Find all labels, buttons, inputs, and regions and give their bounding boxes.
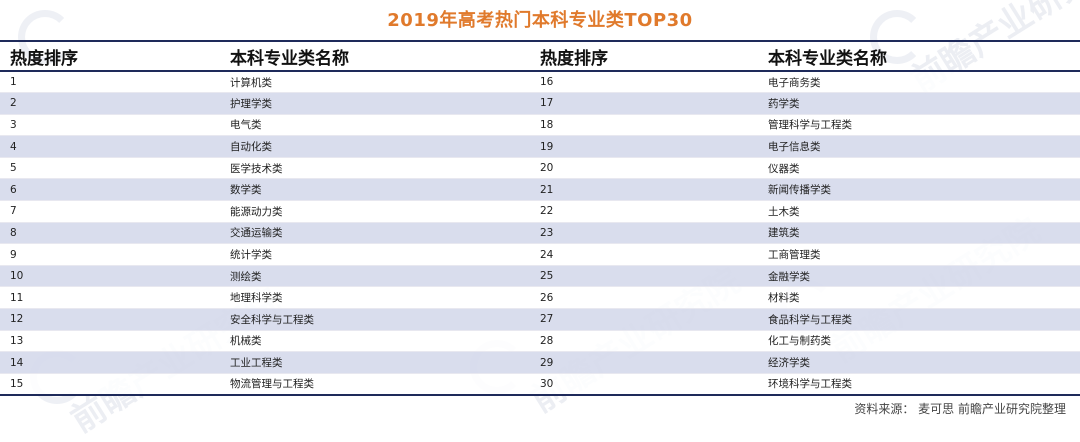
rank-cell: 15 <box>0 373 220 396</box>
major-name-cell: 仪器类 <box>758 157 1080 180</box>
rank-cell: 20 <box>530 157 758 180</box>
major-name-cell: 工商管理类 <box>758 243 1080 266</box>
ranking-table: 热度排序 本科专业类名称 热度排序 本科专业类名称 1 计算机类 16 电子商务类 2 护… <box>0 40 1080 396</box>
major-name-cell: 安全科学与工程类 <box>220 308 530 331</box>
header-name-right: 本科专业类名称 <box>758 40 1080 72</box>
rank-cell: 9 <box>0 243 220 266</box>
major-name-cell: 物流管理与工程类 <box>220 373 530 396</box>
rank-cell: 26 <box>530 286 758 310</box>
rank-cell: 6 <box>0 178 220 202</box>
rank-cell: 2 <box>0 92 220 115</box>
table-row: 12 安全科学与工程类 27 食品科学与工程类 <box>0 308 1080 331</box>
major-name-cell: 交通运输类 <box>220 222 530 245</box>
rank-cell: 11 <box>0 286 220 310</box>
table-row: 9 统计学类 24 工商管理类 <box>0 243 1080 266</box>
rank-cell: 5 <box>0 157 220 180</box>
major-name-cell: 数学类 <box>220 178 530 202</box>
rank-cell: 28 <box>530 330 758 353</box>
major-name-cell: 机械类 <box>220 330 530 353</box>
table-header-row: 热度排序 本科专业类名称 热度排序 本科专业类名称 <box>0 40 1080 72</box>
major-name-cell: 金融学类 <box>758 265 1080 288</box>
rank-cell: 7 <box>0 200 220 223</box>
major-name-cell: 护理学类 <box>220 92 530 115</box>
major-name-cell: 药学类 <box>758 92 1080 115</box>
table-row: 7 能源动力类 22 土木类 <box>0 200 1080 223</box>
rank-cell: 16 <box>530 71 758 94</box>
table-row: 13 机械类 28 化工与制药类 <box>0 330 1080 353</box>
rank-cell: 23 <box>530 222 758 245</box>
table-row: 5 医学技术类 20 仪器类 <box>0 157 1080 180</box>
rank-cell: 24 <box>530 243 758 266</box>
rank-cell: 17 <box>530 92 758 115</box>
table-row: 4 自动化类 19 电子信息类 <box>0 135 1080 158</box>
rank-cell: 30 <box>530 373 758 396</box>
major-name-cell: 计算机类 <box>220 71 530 94</box>
rank-cell: 8 <box>0 222 220 245</box>
header-name-left: 本科专业类名称 <box>220 40 530 72</box>
header-rank-left: 热度排序 <box>0 40 220 72</box>
rank-cell: 27 <box>530 308 758 331</box>
major-name-cell: 工业工程类 <box>220 351 530 374</box>
table-row: 3 电气类 18 管理科学与工程类 <box>0 114 1080 137</box>
rank-cell: 4 <box>0 135 220 158</box>
rank-cell: 1 <box>0 71 220 94</box>
major-name-cell: 新闻传播学类 <box>758 178 1080 202</box>
source-note: 资料来源： 麦可思 前瞻产业研究院整理 <box>854 402 1066 416</box>
major-name-cell: 化工与制药类 <box>758 330 1080 353</box>
rank-cell: 14 <box>0 351 220 374</box>
major-name-cell: 统计学类 <box>220 243 530 266</box>
major-name-cell: 测绘类 <box>220 265 530 288</box>
rank-cell: 18 <box>530 114 758 137</box>
rank-cell: 3 <box>0 114 220 137</box>
major-name-cell: 食品科学与工程类 <box>758 308 1080 331</box>
rank-cell: 29 <box>530 351 758 374</box>
rank-cell: 25 <box>530 265 758 288</box>
rank-cell: 10 <box>0 265 220 288</box>
table-body: 1 计算机类 16 电子商务类 2 护理学类 17 药学类 3 电气类 18 管理科学与工程类 4 自动化… <box>0 71 1080 396</box>
rank-cell: 22 <box>530 200 758 223</box>
major-name-cell: 电气类 <box>220 114 530 137</box>
major-name-cell: 电子商务类 <box>758 71 1080 94</box>
table-row: 15 物流管理与工程类 30 环境科学与工程类 <box>0 373 1080 396</box>
major-name-cell: 材料类 <box>758 286 1080 310</box>
major-name-cell: 管理科学与工程类 <box>758 114 1080 137</box>
table-row: 6 数学类 21 新闻传播学类 <box>0 178 1080 202</box>
page-title: 2019年高考热门本科专业类TOP30 <box>387 10 693 31</box>
header-rank-right: 热度排序 <box>530 40 758 72</box>
table-row: 2 护理学类 17 药学类 <box>0 92 1080 115</box>
rank-cell: 13 <box>0 330 220 353</box>
major-name-cell: 环境科学与工程类 <box>758 373 1080 396</box>
rank-cell: 12 <box>0 308 220 331</box>
table-row: 14 工业工程类 29 经济学类 <box>0 351 1080 374</box>
rank-cell: 21 <box>530 178 758 202</box>
table-row: 1 计算机类 16 电子商务类 <box>0 71 1080 94</box>
major-name-cell: 经济学类 <box>758 351 1080 374</box>
major-name-cell: 医学技术类 <box>220 157 530 180</box>
ranking-table-container: 热度排序 本科专业类名称 热度排序 本科专业类名称 1 计算机类 16 电子商务类 2 护… <box>0 40 1080 396</box>
table-row: 8 交通运输类 23 建筑类 <box>0 222 1080 245</box>
major-name-cell: 建筑类 <box>758 222 1080 245</box>
major-name-cell: 地理科学类 <box>220 286 530 310</box>
major-name-cell: 电子信息类 <box>758 135 1080 158</box>
major-name-cell: 自动化类 <box>220 135 530 158</box>
table-row: 10 测绘类 25 金融学类 <box>0 265 1080 288</box>
table-row: 11 地理科学类 26 材料类 <box>0 286 1080 310</box>
major-name-cell: 能源动力类 <box>220 200 530 223</box>
major-name-cell: 土木类 <box>758 200 1080 223</box>
rank-cell: 19 <box>530 135 758 158</box>
